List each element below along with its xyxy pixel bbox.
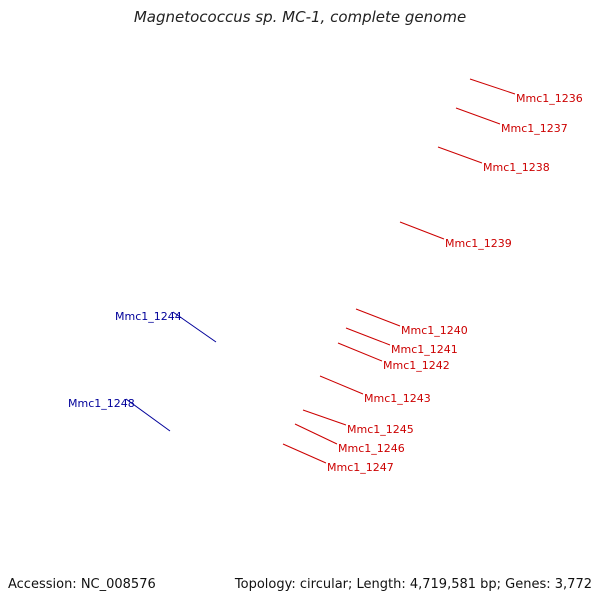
gene-leader-line [345,327,391,346]
gene-leader-line [399,221,445,240]
gene-label: Mmc1_1248 [68,397,135,410]
gene-label: Mmc1_1237 [501,122,568,135]
gene-leader-line [125,398,171,432]
gene-leader-line [355,308,401,327]
gene-leader-line [319,375,364,395]
gene-label: Mmc1_1236 [516,92,583,105]
gene-label: Mmc1_1238 [483,161,550,174]
map-title: Magnetococcus sp. MC-1, complete genome [133,8,467,26]
gene-label: Mmc1_1239 [445,237,512,250]
gene-leader-line [469,78,516,95]
gene-leader-line [294,423,338,445]
gene-leader-line [282,443,327,464]
gene-leader-line [337,342,383,362]
gene-label: Mmc1_1241 [391,343,458,356]
gene-leader-line [437,146,483,164]
gene-label: Mmc1_1246 [338,442,405,455]
gene-label: Mmc1_1243 [364,392,431,405]
gene-leader-line [455,107,501,125]
genome-summary-label: Topology: circular; Length: 4,719,581 bp… [234,577,592,592]
gene-label: Mmc1_1240 [401,324,468,337]
gene-label: Mmc1_1244 [115,310,182,323]
accession-label: Accession: NC_008576 [8,577,156,592]
gene-label: Mmc1_1247 [327,461,394,474]
gene-leader-line [302,409,347,426]
gene-label: Mmc1_1245 [347,423,414,436]
gene-leader-line [172,311,217,343]
gene-label: Mmc1_1242 [383,359,450,372]
